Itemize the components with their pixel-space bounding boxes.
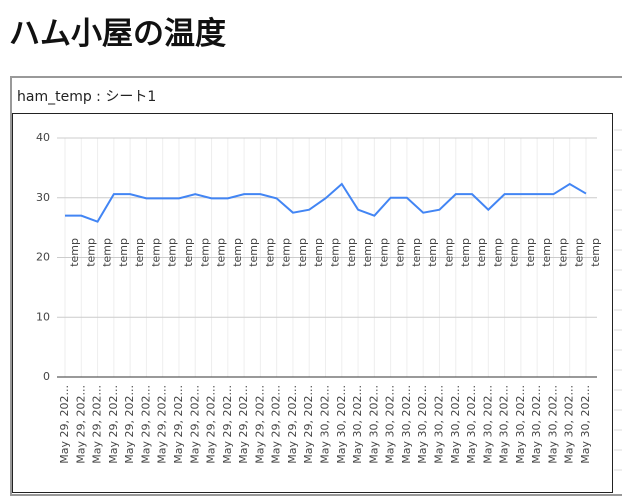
series-label: temp <box>117 238 130 267</box>
x-tick-label: May 29, 202... <box>221 385 234 464</box>
y-tick-label: 40 <box>36 131 50 144</box>
x-tick-label: May 30, 202... <box>384 385 397 464</box>
x-tick-label: May 29, 202... <box>123 385 136 464</box>
x-tick-label: May 29, 202... <box>107 385 120 464</box>
x-tick-label: May 29, 202... <box>253 385 266 464</box>
line <box>65 182 587 223</box>
series-label: temp <box>198 238 211 267</box>
x-tick-label: May 29, 202... <box>139 385 152 464</box>
series-label: temp <box>84 238 97 267</box>
x-tick-label: May 29, 202... <box>58 385 71 464</box>
x-tick-label: May 30, 202... <box>400 385 413 464</box>
series-label: temp <box>442 238 455 267</box>
x-tick-label: May 30, 202... <box>563 385 576 464</box>
y-tick-label: 20 <box>36 251 50 264</box>
x-tick-label: May 29, 202... <box>156 385 169 464</box>
x-tick-label: May 30, 202... <box>498 385 511 464</box>
x-tick-label: May 29, 202... <box>172 385 185 464</box>
x-tick-label: May 29, 202... <box>91 385 104 464</box>
x-tick-label: May 30, 202... <box>449 385 462 464</box>
x-tick-label: May 29, 202... <box>188 385 201 464</box>
series-label: temp <box>524 238 537 267</box>
series-label: temp <box>377 238 390 267</box>
x-tick-label: May 30, 202... <box>367 385 380 464</box>
series-label: temp <box>68 238 81 267</box>
x-tick-label: May 29, 202... <box>74 385 87 464</box>
x-tick-label: May 30, 202... <box>432 385 445 464</box>
x-tick-label: May 30, 202... <box>579 385 592 464</box>
x-tick-label: May 30, 202... <box>465 385 478 464</box>
x-tick-label: May 30, 202... <box>481 385 494 464</box>
series-label: temp <box>345 238 358 267</box>
x-tick-label: May 29, 202... <box>302 385 315 464</box>
series-label: temp <box>361 238 374 267</box>
series-label: temp <box>296 238 309 267</box>
x-tick-label: May 30, 202... <box>351 385 364 464</box>
series-label: temp <box>329 238 342 267</box>
series-label: temp <box>182 238 195 267</box>
y-tick-label: 0 <box>43 370 50 383</box>
x-tick-label: May 30, 202... <box>514 385 527 464</box>
series-label: temp <box>312 238 325 267</box>
series-label: temp <box>247 238 260 267</box>
page-title: ハム小屋の温度 <box>9 16 226 52</box>
series-label: temp <box>410 238 423 267</box>
x-tick-label: May 30, 202... <box>335 385 348 464</box>
x-tick-label: May 30, 202... <box>319 385 332 464</box>
series-label: temp <box>540 238 553 267</box>
series-label: temp <box>133 238 146 267</box>
y-tick-label: 30 <box>36 191 50 204</box>
series-label: temp <box>215 238 228 267</box>
series-label: temp <box>589 238 602 267</box>
series-label: temp <box>280 238 293 267</box>
x-tick-label: May 30, 202... <box>530 385 543 464</box>
x-tick-label: May 30, 202... <box>416 385 429 464</box>
series-label: temp <box>231 238 244 267</box>
series-label: temp <box>491 238 504 267</box>
series-label: temp <box>426 238 439 267</box>
x-tick-label: May 29, 202... <box>270 385 283 464</box>
series-label: temp <box>149 238 162 267</box>
series-label: temp <box>573 238 586 267</box>
series-label: temp <box>508 238 521 267</box>
x-tick-label: May 29, 202... <box>237 385 250 464</box>
series-label: temp <box>556 238 569 267</box>
series-label: temp <box>263 238 276 267</box>
x-tick-label: May 29, 202... <box>205 385 218 464</box>
embed-title: ham_temp : シート1 <box>17 89 157 105</box>
series-label: temp <box>394 238 407 267</box>
series-label: temp <box>459 238 472 267</box>
x-tick-label: May 29, 202... <box>286 385 299 464</box>
x-tick-label: May 30, 202... <box>546 385 559 464</box>
series-label: temp <box>475 238 488 267</box>
series-label: temp <box>166 238 179 267</box>
series-label: temp <box>101 238 114 267</box>
y-tick-label: 10 <box>36 310 50 323</box>
